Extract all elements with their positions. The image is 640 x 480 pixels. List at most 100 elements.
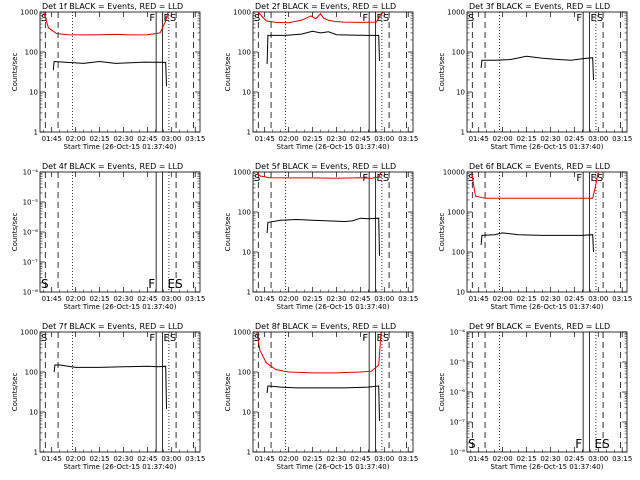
- x-axis-label: Start Time (26-Oct-15 01:37:40): [64, 143, 177, 151]
- x-tick-label: 02:00: [493, 135, 513, 143]
- y-tick-label: 1000: [20, 9, 38, 17]
- y-axis-label: Counts/sec: [438, 213, 446, 252]
- y-tick-label: 10: [456, 289, 465, 297]
- events-series-line: [266, 30, 380, 65]
- y-axis-label: Counts/sec: [224, 213, 232, 252]
- x-tick-label: 03:15: [612, 455, 632, 463]
- y-tick-label: 10: [242, 409, 251, 417]
- x-tick-label: 03:15: [185, 295, 205, 303]
- y-tick-label: 1000: [233, 329, 251, 337]
- events-series-line: [52, 60, 167, 87]
- y-tick-label: 1: [247, 449, 251, 457]
- events-series-line: [53, 364, 167, 409]
- x-axis-label: Start Time (26-Oct-15 01:37:40): [277, 463, 390, 471]
- y-tick-label: 10⁻⁴: [23, 169, 39, 177]
- x-tick-label: 01:45: [469, 295, 489, 303]
- marker-label-f: F: [149, 333, 155, 344]
- x-tick-label: 03:15: [612, 295, 632, 303]
- y-axis-label: Counts/sec: [11, 373, 19, 412]
- x-tick-label: 02:30: [326, 295, 346, 303]
- y-axis-label: Counts/sec: [438, 53, 446, 92]
- marker-label-f: F: [576, 13, 582, 24]
- marker-label-f: F: [575, 437, 582, 451]
- x-tick-label: 03:00: [588, 295, 608, 303]
- detector-panel: Det 3f BLACK = Events, RED = LLD 1 10 100 10…: [438, 2, 632, 151]
- y-tick-label: 10: [456, 89, 465, 97]
- x-tick-label: 02:15: [302, 135, 322, 143]
- x-tick-label: 01:45: [42, 455, 62, 463]
- plot-frame: [466, 11, 628, 133]
- y-tick-label: 1000: [233, 9, 251, 17]
- x-axis-label: Start Time (26-Oct-15 01:37:40): [64, 463, 177, 471]
- x-tick-label: 03:15: [398, 455, 418, 463]
- marker-label-es: ES: [595, 437, 610, 451]
- y-tick-label: 1000: [447, 209, 465, 217]
- panel-title: Det 3f BLACK = Events, RED = LLD: [469, 2, 610, 11]
- x-tick-label: 02:45: [564, 455, 584, 463]
- y-tick-label: 10⁻⁸: [23, 289, 39, 297]
- x-tick-label: 03:15: [398, 295, 418, 303]
- plot-frame: [466, 171, 628, 293]
- x-tick-label: 02:00: [66, 295, 86, 303]
- y-tick-label: 10: [242, 89, 251, 97]
- marker-label-f: F: [362, 333, 368, 344]
- marker-label-es: ES: [377, 333, 390, 344]
- y-tick-label: 10⁻⁵: [450, 359, 466, 367]
- x-tick-label: 02:30: [113, 455, 133, 463]
- x-tick-label: 02:15: [89, 295, 109, 303]
- x-tick-label: 02:15: [516, 135, 536, 143]
- y-tick-label: 100: [238, 49, 251, 57]
- x-axis-label: Start Time (26-Oct-15 01:37:40): [491, 303, 604, 311]
- lld-series-line: [471, 171, 599, 199]
- y-axis-label: Counts/sec: [224, 53, 232, 92]
- x-axis-label: Start Time (26-Oct-15 01:37:40): [277, 303, 390, 311]
- x-tick-label: 02:15: [89, 135, 109, 143]
- x-tick-label: 01:45: [42, 135, 62, 143]
- y-tick-label: 1: [34, 129, 38, 137]
- lld-series-line: [256, 331, 382, 374]
- lld-series-line: [257, 11, 385, 24]
- panel-title: Det 8f BLACK = Events, RED = LLD: [255, 322, 396, 331]
- detector-panel: Det 5f BLACK = Events, RED = LLD 1 10 100 10…: [224, 162, 418, 311]
- y-tick-label: 1000: [233, 169, 251, 177]
- marker-label-es: ES: [164, 333, 177, 344]
- y-tick-label: 10⁻⁷: [450, 419, 466, 427]
- marker-label-s: S: [41, 333, 47, 344]
- y-tick-label: 10: [29, 409, 38, 417]
- y-axis-label: Counts/sec: [11, 53, 19, 92]
- x-tick-label: 02:00: [279, 295, 299, 303]
- x-tick-label: 02:30: [326, 455, 346, 463]
- marker-label-es: ES: [164, 13, 177, 24]
- marker-label-f: F: [149, 13, 155, 24]
- panel-title: Det 1f BLACK = Events, RED = LLD: [42, 2, 183, 11]
- marker-label-s: S: [468, 173, 474, 184]
- y-tick-label: 1000: [20, 329, 38, 337]
- y-tick-label: 10⁻⁴: [450, 329, 466, 337]
- x-axis-label: Start Time (26-Oct-15 01:37:40): [491, 143, 604, 151]
- detector-panel: Det 8f BLACK = Events, RED = LLD 1 10 100 10…: [224, 322, 418, 471]
- x-tick-label: 03:00: [161, 135, 181, 143]
- y-tick-label: 1: [461, 129, 465, 137]
- x-tick-label: 02:00: [493, 295, 513, 303]
- y-tick-label: 100: [452, 49, 465, 57]
- x-tick-label: 03:00: [161, 455, 181, 463]
- marker-label-es: ES: [377, 173, 390, 184]
- y-tick-label: 100: [25, 369, 38, 377]
- y-tick-label: 10⁻⁷: [23, 259, 39, 267]
- y-tick-label: 100: [25, 49, 38, 57]
- x-tick-label: 03:00: [161, 295, 181, 303]
- x-tick-label: 02:30: [540, 135, 560, 143]
- y-tick-label: 1: [247, 289, 251, 297]
- y-tick-label: 100: [452, 249, 465, 257]
- marker-label-f: F: [148, 277, 155, 291]
- marker-label-es: ES: [377, 13, 390, 24]
- marker-label-s: S: [468, 13, 474, 24]
- x-tick-label: 02:30: [540, 455, 560, 463]
- x-tick-label: 02:45: [137, 135, 157, 143]
- x-tick-label: 02:45: [350, 135, 370, 143]
- marker-label-s: S: [254, 13, 260, 24]
- x-tick-label: 02:00: [66, 455, 86, 463]
- y-tick-label: 1: [34, 449, 38, 457]
- detector-panel: Det 7f BLACK = Events, RED = LLD 1 10 100 10…: [11, 322, 205, 471]
